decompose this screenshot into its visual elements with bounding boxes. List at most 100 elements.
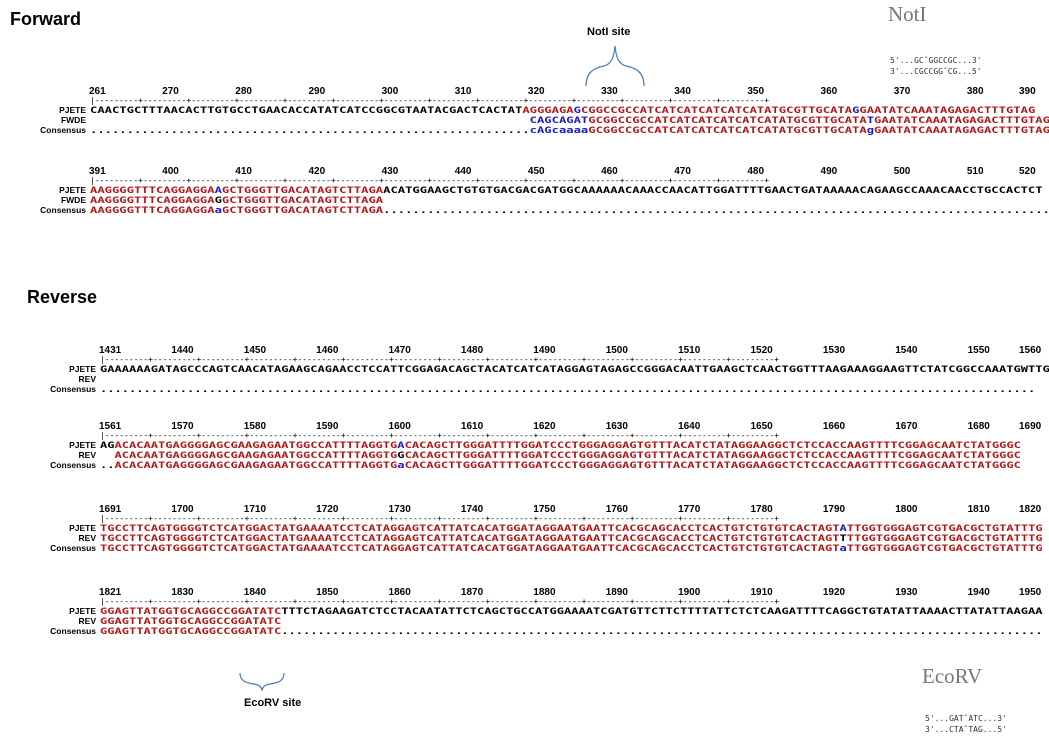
sequence: ..ACACAATGAGGGGAGCGAAGAGAATGGCCATTTTAGGT… <box>100 461 1021 471</box>
sequence-name: REV <box>78 450 96 460</box>
sequence-segment: ACACAATGAGGGGAGCGAAGAGAATGGCCATTTTAGGTG <box>114 451 398 461</box>
ecorv-site-label: EcoRV site <box>244 697 302 709</box>
alignment-row: Consensus...............................… <box>8 384 1041 395</box>
ruler-tick-label: 1610 <box>460 421 484 432</box>
sequence-name: REV <box>78 374 96 384</box>
ruler-tick-label: 1550 <box>967 345 990 356</box>
sequence-segment: TTGGTGGGAGTCGTGACGCTGTATTTG <box>846 534 1043 544</box>
sequence-segment: T <box>866 116 875 126</box>
sequence-segment: CGGCCGCCATCATCATCATCATCATATGCGTTGCATA <box>580 106 853 116</box>
sequence-segment: GAAAAAAGATAGCCCAGTCAACATAGAAGCAGAACCTCCA… <box>100 365 1049 375</box>
sequence-segment: ACACAATGAGGGGAGCGAAGAGAATGGCCATTTTAGGTG <box>114 441 398 451</box>
sequence-segment: AAGGGGTTTCAGGAGGA <box>90 196 215 206</box>
sequence-segment: CAACTGCTTTAACACTTGTGCCTGAACACCATATCATCCG… <box>90 106 523 116</box>
noti-enzyme-name: NotI <box>888 2 927 26</box>
sequence-segment: AAGGGGTTTCAGGAGGA <box>90 186 215 196</box>
sequence-name: REV <box>78 533 96 543</box>
ecorv-enzyme-name: EcoRV <box>922 664 983 688</box>
sequence: TGCCTTCAGTGGGGTCTCATGGACTATGAAAATCCTCATA… <box>100 534 1043 544</box>
ruler-tick-label: 480 <box>747 166 765 177</box>
sequence-segment: GAATATCAAATAGAGACTTTGTAG <box>874 116 1049 126</box>
sequence: CAGCAGATGCGGCCGCCATCATCATCATCATCATATGCGT… <box>90 116 1049 126</box>
sequence-segment: G <box>397 451 405 461</box>
ruler-tick-label: 430 <box>381 166 399 177</box>
ruler-tick-label: 1670 <box>895 421 918 432</box>
ruler-tick-label: 520 <box>1019 166 1036 177</box>
ruler-tick-label: 1950 <box>1019 587 1042 598</box>
position-ruler: 261 270 280 290 300 310 320 330 340 350 360 370 380 3… <box>8 86 1041 97</box>
sequence-segment: a <box>839 544 847 554</box>
ruler-tick-label: 420 <box>308 166 326 177</box>
ruler-tick-label: 1630 <box>605 421 628 432</box>
ecorv-recognition-top: 5'...GATˇATC...3' <box>925 714 1007 723</box>
position-ruler: 1561 1570 1580 1590 1600 1610 1620 1630 1640 1650… <box>8 421 1041 432</box>
sequence-segment: cAGcaaaa <box>529 126 589 136</box>
alignment-block-forward-1: 261 270 280 290 300 310 320 330 340 350 360 370 380 3… <box>8 86 1049 136</box>
sequence: ACACAATGAGGGGAGCGAAGAGAATGGCCATTTTAGGTGG… <box>100 451 1021 461</box>
alignment-row: REV ACACAATGAGGGGAGCGAAGAGAATGGCCATTTTAG… <box>8 450 1041 461</box>
alignment-row: PJETE GAAAAAAGATAGCCCAGTCAACATAGAAGCAGAAC… <box>8 364 1049 375</box>
sequence: CAACTGCTTTAACACTTGTGCCTGAACACCATATCATCCG… <box>90 106 1035 116</box>
ruler-tick-label: 1520 <box>750 345 773 356</box>
alignment-row: Consensus...............................… <box>8 125 1049 136</box>
alignment-row: FWDE CAGCAGATGCGGCCGCCATCATCATCATCATCATA… <box>8 115 1049 126</box>
ruler-tick-label: 400 <box>162 166 179 177</box>
alignment-block-reverse-1: 1431 1440 1450 1460 1470 1480 1490 1500 1510 1520… <box>8 345 1049 395</box>
ruler-tick-label: 1700 <box>171 504 194 515</box>
reverse-title: Reverse <box>27 287 98 307</box>
ruler-tick-label: 360 <box>820 86 838 97</box>
sequence: TGCCTTCAGTGGGGTCTCATGGACTATGAAAATCCTCATA… <box>100 524 1043 534</box>
alignment-row: REV GGAGTTATGGTGCAGGCCGGATATC <box>8 616 1041 627</box>
ruler-tick-label: 1431 <box>99 345 122 356</box>
sequence-segment: G <box>573 106 581 116</box>
ruler-tick-label: 1920 <box>822 587 846 598</box>
ruler-tick-label: 500 <box>893 166 911 177</box>
sequence: ........................................… <box>90 126 1049 136</box>
sequence-segment: GGAGTTATGGTGCAGGCCGGATATC <box>100 627 282 637</box>
sequence-segment: GCTGGGTTGACATAGTCTTAGA <box>221 186 384 196</box>
sequence-segment: A <box>839 524 847 534</box>
sequence <box>100 375 107 385</box>
ruler-tick-line: |---------+---------+---------+---------… <box>90 97 770 105</box>
ruler-tick-label: 290 <box>308 86 326 97</box>
ruler-tick-label: 1650 <box>750 421 773 432</box>
sequence-segment: TTTCTAGAAGATCTCCTACAATATTCTCAGCTGCCATGGA… <box>281 607 1043 617</box>
sequence-segment: a <box>214 206 222 216</box>
alignment-row: Consensus ..ACACAATGAGGGGAGCGAAGAGAATGGCC… <box>8 460 1041 471</box>
ruler-tick-line: |---------+---------+---------+---------… <box>90 177 770 185</box>
ruler-tick-label: 490 <box>820 166 838 177</box>
ruler-tick-label: 1910 <box>750 587 773 598</box>
ruler-tick-label: 1680 <box>967 421 990 432</box>
sequence-name: Consensus <box>50 384 96 394</box>
noti-site-label: NotI site <box>587 26 631 38</box>
sequence-segment: ........................................… <box>383 206 1049 216</box>
noti-recognition-bottom: 3'...CGCCGGˆCG...5' <box>890 67 982 76</box>
ruler-tick-label: 1940 <box>967 587 990 598</box>
sequence-segment: G <box>214 196 222 206</box>
ruler-tick-label: 1870 <box>460 587 484 598</box>
sequence-segment: CACAGCTTGGGATTTTGGATCCCTGGGAGGAGTGTTTACA… <box>404 451 1021 461</box>
position-ruler: 1431 1440 1450 1460 1470 1480 1490 1500 1510 1520… <box>8 345 1041 356</box>
sequence-name: REV <box>78 616 96 626</box>
sequence: GGAGTTATGGTGCAGGCCGGATATC <box>100 617 281 627</box>
ruler-tick-label: 1691 <box>99 504 122 515</box>
ruler-tick-label: 1640 <box>678 421 701 432</box>
sequence: GGAGTTATGGTGCAGGCCGGATATCTTTCTAGAAGATCTC… <box>100 607 1043 617</box>
sequence: AGACACAATGAGGGGAGCGAAGAGAATGGCCATTTTAGGT… <box>100 441 1021 451</box>
sequence-segment: CACAGCTTGGGATTTTGGATCCCTGGGAGGAGTGTTTACA… <box>404 461 1021 471</box>
sequence-name: PJETE <box>69 364 96 374</box>
ruler-tick-label: 1570 <box>171 421 194 432</box>
ruler-tick-label: 510 <box>966 166 984 177</box>
ruler-tick-label: 460 <box>601 166 618 177</box>
sequence-name: PJETE <box>59 105 86 115</box>
sequence-segment: GCTGGGTTGACATAGTCTTAGA <box>221 206 384 216</box>
ruler-tick-label: 1560 <box>1019 345 1042 356</box>
ruler-tick-line: |---------+---------+---------+---------… <box>100 515 780 523</box>
ruler-tick-label: 1820 <box>1019 504 1042 515</box>
alignment-row: PJETE AAGGGGTTTCAGGAGGAAGCTGGGTTGACATAGTC… <box>8 185 1043 196</box>
ruler-tick-label: 1590 <box>316 421 339 432</box>
ruler-tick-label: 1440 <box>171 345 194 356</box>
ruler-tick-label: 450 <box>527 166 545 177</box>
ruler-tick-label: 300 <box>381 86 399 97</box>
sequence: AAGGGGTTTCAGGAGGAGGCTGGGTTGACATAGTCTTAGA <box>90 196 383 206</box>
